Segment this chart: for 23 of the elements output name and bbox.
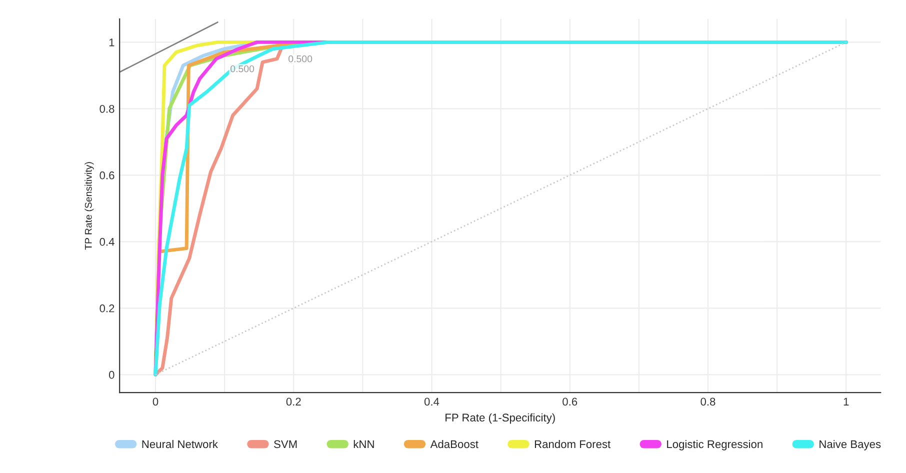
- y-tick-label: 0: [108, 370, 114, 379]
- y-tick-label: 0.4: [100, 238, 114, 246]
- x-tick-label: 0.2: [286, 398, 301, 406]
- x-tick-label: 0.6: [562, 398, 578, 406]
- y-tick-label: 0.2: [100, 304, 114, 312]
- legend-label: kNN: [354, 440, 374, 448]
- legend-label: AdaBoost: [430, 440, 478, 448]
- y-tick-label: 1: [109, 38, 114, 46]
- x-tick-label: 0: [152, 398, 158, 406]
- x-tick-label: 0.8: [700, 398, 716, 406]
- legend-label: Logistic Regression: [667, 440, 762, 450]
- x-axis-title: FP Rate (1-Specificity): [446, 413, 555, 424]
- y-axis-title: TP Rate (Sensitivity): [84, 162, 94, 250]
- legend-label: Neural Network: [142, 440, 218, 448]
- legend-label: SVM: [274, 440, 297, 448]
- legend-label: Random Forest: [534, 440, 611, 448]
- annotation: 0.500: [288, 55, 312, 62]
- y-tick-label: 0.6: [100, 171, 114, 180]
- annotation: 0.500: [230, 65, 254, 72]
- legend-label: Naive Bayes: [820, 440, 881, 450]
- x-tick-label: 0.4: [424, 398, 440, 406]
- y-tick-label: 0.8: [100, 104, 114, 113]
- x-tick-label: 1: [844, 398, 849, 406]
